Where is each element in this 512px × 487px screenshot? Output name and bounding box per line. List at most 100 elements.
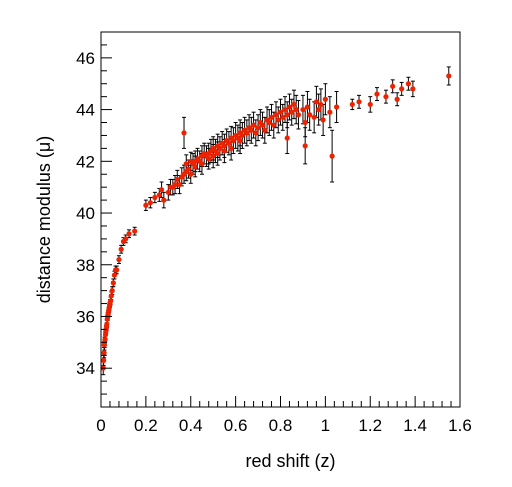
data-point [277, 109, 284, 115]
data-point [185, 166, 192, 172]
data-point [302, 119, 308, 126]
data-point [286, 104, 293, 110]
data-point [102, 337, 108, 343]
y-tick-label: 36 [76, 307, 95, 326]
data-point [327, 109, 333, 115]
data-point [152, 194, 158, 201]
data-point [101, 350, 107, 356]
data-point [410, 86, 416, 92]
y-axis-title: distance modulus (μ) [34, 136, 54, 303]
data-point [300, 106, 306, 113]
x-tick-label: 0.4 [179, 416, 203, 435]
data-point [293, 106, 299, 113]
data-point [110, 280, 116, 286]
data-point [302, 143, 308, 149]
data-point [108, 293, 114, 299]
data-point [109, 288, 115, 294]
data-point [311, 114, 317, 120]
data-point [289, 109, 295, 115]
x-tick-label: 1.4 [403, 416, 427, 435]
y-tick-label: 46 [76, 49, 95, 68]
x-tick-label: 0 [96, 416, 105, 435]
data-point [143, 202, 149, 208]
data-points [100, 73, 452, 371]
data-point [250, 122, 257, 128]
data-point [123, 236, 129, 242]
x-axis-title: red shift (z) [245, 451, 335, 471]
data-point [266, 119, 272, 126]
data-point [244, 130, 250, 136]
data-point [349, 101, 355, 108]
data-point [367, 101, 373, 108]
data-point [210, 153, 216, 159]
data-point [399, 86, 405, 92]
data-point [132, 228, 138, 234]
data-point [156, 192, 162, 198]
data-point [316, 106, 322, 113]
data-point [215, 150, 221, 157]
x-tick-label: 1.2 [358, 416, 382, 435]
data-point [230, 138, 236, 144]
data-point [174, 176, 180, 183]
data-point [165, 189, 171, 195]
data-point [322, 96, 328, 102]
data-point [307, 112, 313, 118]
data-point [111, 272, 118, 278]
data-point [268, 114, 275, 120]
data-point [221, 148, 228, 154]
data-point [282, 106, 288, 113]
data-point [176, 181, 183, 188]
data-point [333, 104, 340, 110]
data-point [228, 145, 234, 151]
data-point [383, 94, 389, 100]
y-axis-ticks: 34 36 38 40 42 44 46 [76, 44, 112, 395]
data-point [390, 83, 396, 89]
data-point [320, 117, 326, 123]
data-point [446, 73, 452, 79]
data-point [221, 143, 228, 149]
data-point [161, 197, 167, 203]
data-point [239, 132, 245, 139]
data-point [114, 267, 120, 273]
x-tick-label: 1.6 [448, 416, 472, 435]
data-point [217, 145, 223, 151]
data-point [405, 81, 411, 87]
data-point [158, 187, 165, 193]
x-tick-label: 0.8 [269, 416, 293, 435]
y-tick-label: 44 [76, 101, 95, 120]
data-point [284, 135, 290, 141]
data-point [313, 99, 319, 105]
x-tick-label: 0.6 [224, 416, 248, 435]
data-point [248, 127, 254, 133]
x-tick-label: 0.2 [134, 416, 158, 435]
data-point [374, 91, 380, 97]
data-point [253, 130, 259, 136]
data-point [183, 161, 189, 167]
y-tick-label: 42 [76, 152, 95, 171]
data-point [259, 122, 266, 128]
data-point [104, 321, 110, 327]
data-point [262, 127, 268, 133]
data-point [126, 231, 132, 237]
data-point [284, 112, 290, 118]
data-point [101, 357, 107, 364]
data-point [280, 114, 286, 120]
data-point [172, 181, 178, 188]
data-point [108, 298, 114, 304]
x-axis-ticks: 0 0.2 0.4 0.6 0.8 1 1.2 1.4 1.6 [96, 396, 472, 435]
data-point [192, 163, 198, 170]
data-point [275, 117, 281, 123]
data-point [394, 96, 400, 102]
data-point [118, 246, 124, 252]
data-point [206, 156, 212, 162]
data-point [116, 256, 122, 263]
data-point [181, 130, 187, 136]
data-point [329, 153, 335, 159]
data-point [273, 112, 279, 118]
data-point [255, 125, 261, 131]
y-tick-label: 38 [76, 256, 95, 275]
x-tick-label: 1 [321, 416, 330, 435]
data-point [147, 200, 153, 206]
